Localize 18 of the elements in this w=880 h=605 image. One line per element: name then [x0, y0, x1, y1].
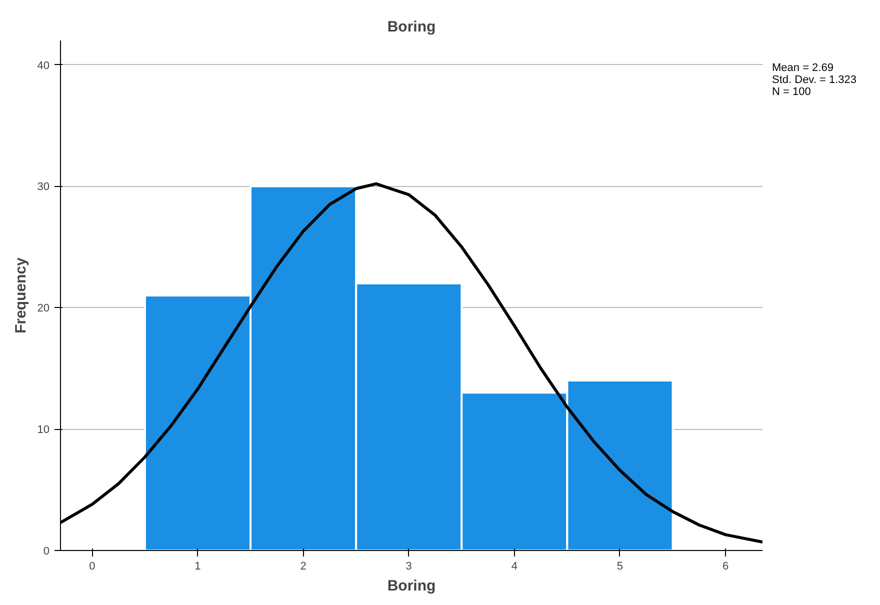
text: N = 100: [772, 86, 811, 98]
x-tick-label: 1: [194, 560, 201, 572]
y-tick-label: 40: [37, 60, 50, 72]
x-axis-title: Boring: [387, 578, 436, 594]
x-tick-label: 6: [722, 560, 729, 572]
y-tick-label: 30: [37, 181, 50, 194]
x-tick-label: 0: [89, 560, 96, 572]
x-tick-label: 4: [511, 560, 518, 572]
y-tick-label: 0: [43, 546, 50, 558]
y-tick-label: 20: [37, 302, 50, 315]
text: Std. Dev. = 1.323: [772, 74, 856, 86]
y-axis-title: Frequency: [12, 256, 30, 334]
chart-title: Boring: [387, 18, 436, 36]
x-tick-label: 3: [406, 560, 412, 572]
y-tick-label: 10: [37, 424, 50, 436]
text: Mean = 2.69: [772, 62, 834, 74]
x-tick-label: 2: [300, 560, 306, 572]
x-tick-label: 5: [616, 560, 624, 572]
